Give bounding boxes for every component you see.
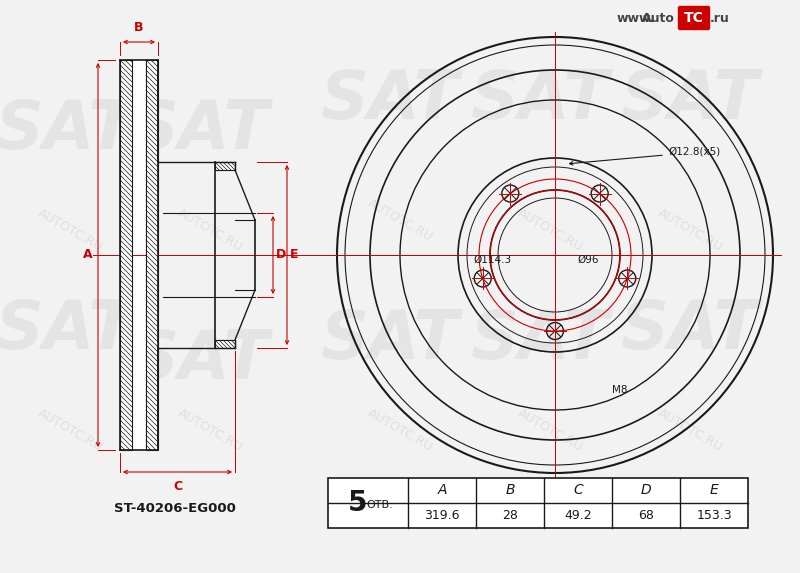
- Text: AUTOTC.RU: AUTOTC.RU: [655, 406, 725, 454]
- Text: 319.6: 319.6: [424, 509, 460, 522]
- Bar: [215, 340, 235, 348]
- Text: B: B: [134, 21, 144, 34]
- Text: 28: 28: [502, 509, 518, 522]
- Text: M8: M8: [612, 385, 628, 395]
- FancyBboxPatch shape: [678, 6, 710, 29]
- Bar: [120, 60, 132, 450]
- Text: C: C: [173, 480, 182, 493]
- Text: 68: 68: [638, 509, 654, 522]
- Text: Ø96: Ø96: [577, 255, 598, 265]
- Text: TC: TC: [684, 11, 704, 25]
- Text: SAT: SAT: [321, 67, 459, 133]
- Text: www.: www.: [617, 11, 655, 25]
- Text: A: A: [83, 249, 93, 261]
- Text: SAT: SAT: [0, 97, 134, 163]
- Text: AUTOTC.RU: AUTOTC.RU: [175, 406, 245, 454]
- Bar: [328, 478, 748, 528]
- Text: AUTOTC.RU: AUTOTC.RU: [515, 206, 585, 254]
- Text: B: B: [506, 484, 514, 497]
- Text: AUTOTC.RU: AUTOTC.RU: [35, 406, 105, 454]
- Bar: [146, 60, 158, 450]
- Text: Ø114.3: Ø114.3: [474, 255, 512, 265]
- Bar: [132, 60, 146, 450]
- Text: SAT: SAT: [130, 97, 270, 163]
- Text: AUTOTC.RU: AUTOTC.RU: [365, 406, 435, 454]
- Text: A: A: [438, 484, 446, 497]
- Text: D: D: [276, 249, 286, 261]
- Bar: [215, 162, 235, 170]
- Text: AUTOTC.RU: AUTOTC.RU: [175, 206, 245, 254]
- Text: 153.3: 153.3: [696, 509, 732, 522]
- Text: Auto: Auto: [642, 11, 675, 25]
- Text: Ø12.8(x5): Ø12.8(x5): [668, 147, 720, 157]
- Text: D: D: [641, 484, 651, 497]
- Text: AUTOTC.RU: AUTOTC.RU: [365, 196, 435, 244]
- Text: AUTOTC.RU: AUTOTC.RU: [515, 406, 585, 454]
- Text: ST-40206-EG000: ST-40206-EG000: [114, 501, 236, 515]
- Text: SAT: SAT: [0, 297, 134, 363]
- Text: E: E: [710, 484, 718, 497]
- Text: SAT: SAT: [621, 297, 759, 363]
- Text: SAT: SAT: [470, 307, 610, 373]
- Text: 49.2: 49.2: [564, 509, 592, 522]
- Text: SAT: SAT: [321, 307, 459, 373]
- Text: .ru: .ru: [710, 11, 730, 25]
- Text: SAT: SAT: [130, 327, 270, 393]
- Text: SAT: SAT: [470, 67, 610, 133]
- Text: AUTOTC.RU: AUTOTC.RU: [35, 206, 105, 254]
- Text: C: C: [573, 484, 583, 497]
- Text: ОТВ.: ОТВ.: [366, 500, 394, 510]
- Text: AUTOTC.RU: AUTOTC.RU: [655, 206, 725, 254]
- Text: E: E: [290, 249, 298, 261]
- Text: 5: 5: [348, 489, 368, 517]
- Text: SAT: SAT: [621, 67, 759, 133]
